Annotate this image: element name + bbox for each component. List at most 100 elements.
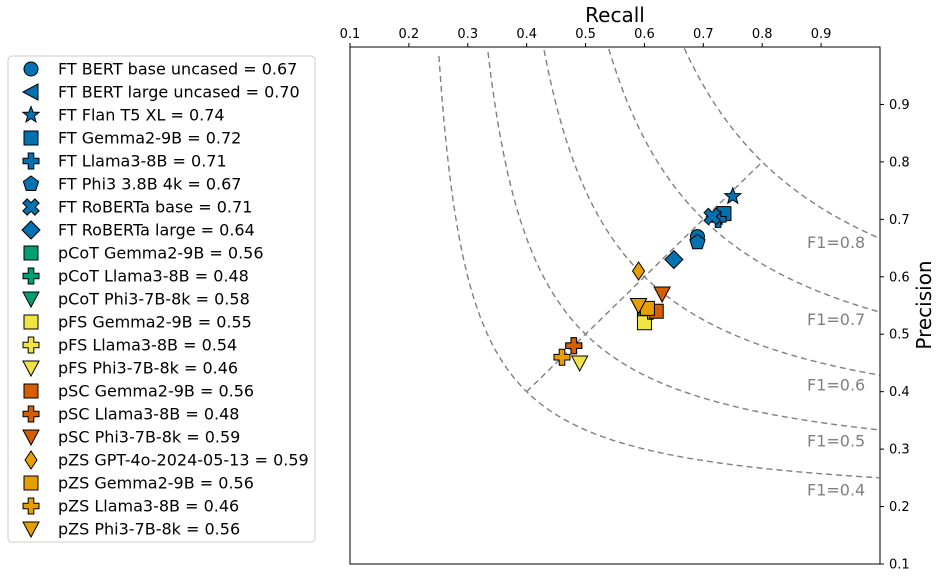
legend-label: pZS Gemma2-9B = 0.56 [58,474,254,493]
data-point-6-shape [703,207,722,226]
legend-label: pSC Phi3-7B-8k = 0.59 [58,428,240,447]
data-point-19 [553,348,571,366]
iso-f1-curve [608,48,880,313]
legend-entry: pSC Phi3-7B-8k = 0.59 [22,428,240,447]
legend-marker [23,383,39,399]
y-tick-label: 0.2 [889,500,910,515]
y-tick-label: 0.9 [889,98,910,113]
data-point-15 [565,337,583,355]
legend-entry: FT BERT base uncased = 0.67 [23,60,297,79]
x-tick-label: 0.7 [693,27,714,42]
data-point-6 [703,207,722,226]
iso-f1-label: F1=0.4 [807,481,865,500]
legend-entry: pSC Llama3-8B = 0.48 [22,405,239,424]
legend-label: pZS GPT-4o-2024-05-13 = 0.59 [58,451,309,470]
x-tick-label: 0.2 [399,27,420,42]
legend-label: FT BERT base uncased = 0.67 [58,60,297,79]
y-tick-label: 0.7 [889,213,910,228]
legend-entry: FT RoBERTa base = 0.71 [22,198,252,217]
iso-f1-curve [543,49,880,376]
legend-marker [23,245,39,261]
legend-marker [22,360,40,378]
legend-marker [22,521,40,539]
legend-label: FT Phi3 3.8B 4k = 0.67 [58,175,241,194]
legend-marker [22,405,40,423]
x-axis-ticks: 0.1 0.2 0.3 0.4 0.5 0.6 0.7 0.8 0.9 [340,27,832,47]
x-tick-label: 0.1 [340,27,361,42]
y-tick-label: 0.6 [889,270,910,285]
legend-label: pSC Llama3-8B = 0.48 [58,405,239,424]
legend-entry: pZS Gemma2-9B = 0.56 [23,474,254,493]
legend-entry: FT Phi3 3.8B 4k = 0.67 [22,175,241,194]
x-tick-label: 0.4 [516,27,537,42]
x-tick-label: 0.6 [634,27,655,42]
legend-entry: pZS Llama3-8B = 0.46 [22,497,239,516]
legend-marker [22,497,40,515]
data-point-13 [570,355,589,373]
legend-label: pCoT Phi3-7B-8k = 0.58 [58,290,250,309]
y-tick-label: 0.1 [889,558,910,573]
legend-marker [22,152,40,170]
legend-marker [24,450,38,470]
legend-entry: FT BERT large uncased = 0.70 [21,83,300,102]
legend-entry: FT Llama3-8B = 0.71 [22,152,227,171]
legend-label: pFS Phi3-7B-8k = 0.46 [58,359,238,378]
legend-label: FT RoBERTa base = 0.71 [58,198,252,217]
legend-entry: pFS Phi3-7B-8k = 0.46 [22,359,238,378]
legend-frame [7,55,316,543]
x-tick-label: 0.3 [457,27,478,42]
iso-f1-label: F1=0.7 [807,310,865,329]
legend-label: pZS Phi3-7B-8k = 0.56 [58,520,240,539]
data-point-16 [653,286,671,304]
legend-entry: FT RoBERTa large = 0.64 [21,220,255,240]
y-axis-ticks: 0.1 0.2 0.3 0.4 0.5 0.6 0.7 0.8 0.9 [880,98,910,573]
legend-marker [22,175,40,191]
y-axis-title: Precision [912,260,936,349]
legend-label: pZS Llama3-8B = 0.46 [58,497,239,516]
legend-entry: pFS Gemma2-9B = 0.55 [23,313,252,332]
legend-marker [22,336,40,354]
iso-f1-label: F1=0.8 [807,233,865,252]
legend-entry: FT Flan T5 XL = 0.74 [21,105,225,125]
iso-f1-label: F1=0.6 [807,375,865,394]
legend-entry: pCoT Phi3-7B-8k = 0.58 [22,290,250,309]
data-points [553,186,743,373]
diagonal-line [526,161,763,393]
legend-label: FT Flan T5 XL = 0.74 [58,106,225,125]
iso-f1-curve [438,55,880,479]
legend-entry: pCoT Gemma2-9B = 0.56 [23,244,264,263]
legend-marker [22,429,40,447]
iso-f1-labels: F1=0.4 F1=0.5 F1=0.6 F1=0.7 F1=0.8 [807,233,865,500]
plot-frame [349,46,881,565]
iso-f1-curves [438,47,880,479]
legend-marker [21,83,39,101]
data-point-2 [723,186,743,205]
legend-entry: FT Gemma2-9B = 0.72 [23,129,241,148]
legend-marker [23,475,39,491]
legend-marker [21,105,41,124]
legend-label: FT Llama3-8B = 0.71 [58,152,227,171]
x-axis-title: Recall [585,3,645,27]
y-tick-label: 0.3 [889,443,910,458]
legend-label: pFS Llama3-8B = 0.54 [58,336,237,355]
x-tick-label: 0.9 [811,27,832,42]
legend-label: FT BERT large uncased = 0.70 [58,83,300,102]
legend-entry: pCoT Llama3-8B = 0.48 [22,267,249,286]
y-tick-label: 0.5 [889,328,910,343]
iso-f1-label: F1=0.5 [807,432,865,451]
data-point-5 [689,233,706,250]
legend-marker [22,267,40,285]
x-tick-label: 0.8 [752,27,773,42]
legend-marker [21,220,41,240]
legend-entry: pSC Gemma2-9B = 0.56 [23,382,254,401]
legend-marker [23,61,39,77]
legend-label: pCoT Gemma2-9B = 0.56 [58,244,264,263]
legend-label: FT RoBERTa large = 0.64 [58,221,255,240]
iso-f1-curve [683,47,879,239]
legend-marker-shape [22,198,40,216]
legend-entry: pZS GPT-4o-2024-05-13 = 0.59 [24,450,309,470]
legend-label: pCoT Llama3-8B = 0.48 [58,267,249,286]
legend: FT BERT base uncased = 0.67 FT BERT large… [7,55,316,543]
legend-label: FT Gemma2-9B = 0.72 [58,129,241,148]
